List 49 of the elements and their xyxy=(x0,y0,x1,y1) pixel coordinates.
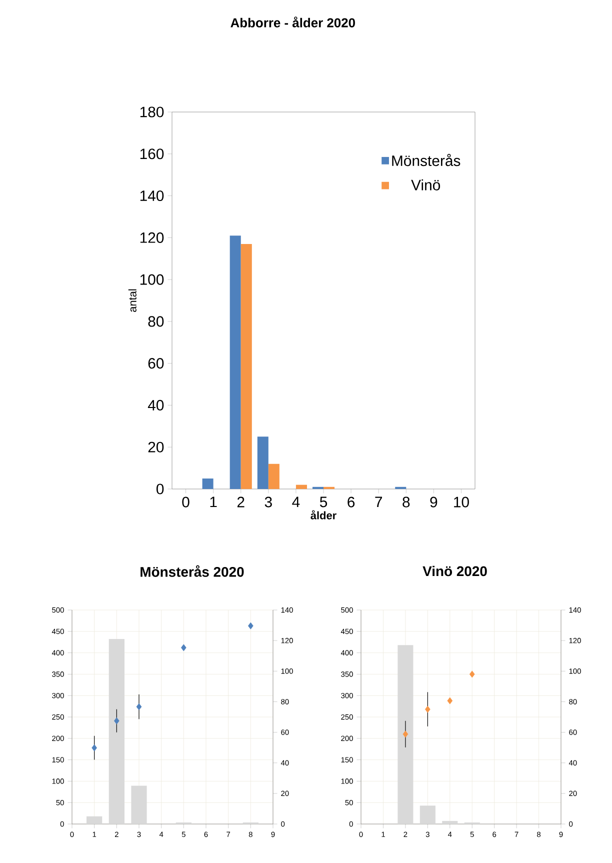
y-tick-label: 0 xyxy=(156,484,164,494)
x-tick-label: 1 xyxy=(210,496,217,508)
bar xyxy=(240,244,252,489)
point xyxy=(402,730,408,738)
point xyxy=(248,622,254,630)
bar xyxy=(86,816,102,824)
bar xyxy=(202,478,214,489)
y-tick-label: 60 xyxy=(148,358,164,369)
y-tick-label: 160 xyxy=(140,148,164,160)
x-tick-label: 7 xyxy=(375,496,382,508)
chart-title: Vinö 2020 xyxy=(422,566,487,576)
x-tick-label: 8 xyxy=(402,496,410,508)
bar xyxy=(257,436,268,489)
point xyxy=(181,644,186,652)
bar xyxy=(108,639,124,824)
bar xyxy=(442,820,458,824)
x-tick-label: 5 xyxy=(320,496,328,508)
bar xyxy=(398,645,414,824)
x-tick-label: 4 xyxy=(292,496,300,508)
point xyxy=(425,706,430,713)
chart-title: Abborre - ålder 2020 xyxy=(230,16,355,28)
point xyxy=(469,670,475,678)
x-axis-title: ålder xyxy=(310,510,336,520)
bar xyxy=(131,786,147,824)
legend-label: Mönsterås xyxy=(392,154,460,166)
y-tick-label: 100 xyxy=(140,274,164,285)
y-tick-label: 80 xyxy=(148,316,164,327)
y-tick-label: 20 xyxy=(148,442,164,452)
x-tick-label: 9 xyxy=(430,496,438,508)
x-tick-label: 0 xyxy=(182,496,190,508)
bar xyxy=(296,484,307,489)
bar xyxy=(420,806,436,824)
x-tick-label: 2 xyxy=(237,496,244,508)
y-tick-label: 40 xyxy=(148,400,164,411)
y-tick-label: 180 xyxy=(140,106,164,118)
bar xyxy=(268,464,280,489)
chart-title: Mönsterås 2020 xyxy=(140,565,244,577)
x-tick-label: 3 xyxy=(264,496,272,508)
legend-label: Vinö xyxy=(411,179,440,190)
point xyxy=(114,717,120,724)
y-tick-label: 120 xyxy=(140,232,164,243)
point xyxy=(447,697,453,704)
x-tick-label: 6 xyxy=(348,496,355,508)
y-axis-title: antal xyxy=(128,289,136,312)
y-tick-label: 140 xyxy=(140,190,164,202)
bar xyxy=(230,236,241,489)
point xyxy=(92,744,97,752)
x-tick-label: 10 xyxy=(454,496,469,508)
point xyxy=(136,703,142,710)
